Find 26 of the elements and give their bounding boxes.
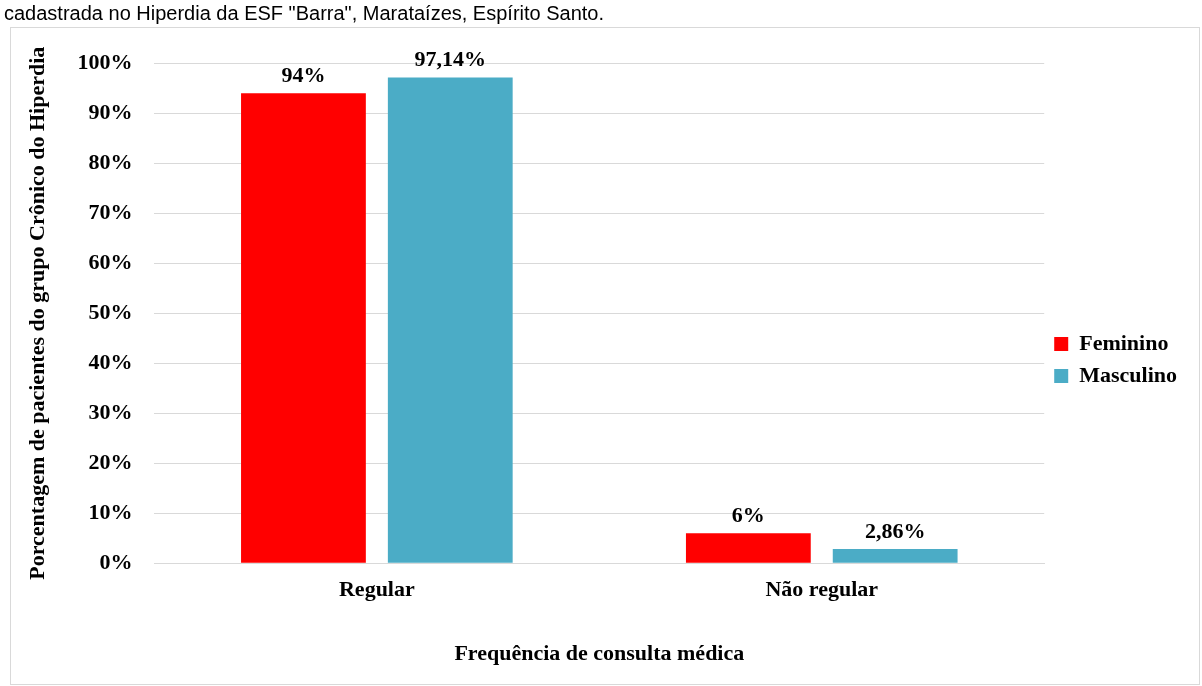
y-tick-label: 70% [88, 198, 133, 224]
legend-label: Masculino [1079, 361, 1178, 387]
data-label: 94% [281, 61, 326, 87]
bar [832, 548, 958, 563]
y-tick-label: 90% [88, 98, 133, 124]
data-label: 97,14% [414, 46, 487, 72]
y-tick-label: 10% [88, 498, 133, 524]
y-tick-label: 80% [88, 148, 133, 174]
bar [241, 93, 366, 563]
chart-title: cadastrada no Hiperdia da ESF "Barra", Marataízes, Espírito Santo. [4, 1, 605, 25]
y-tick-label: 60% [88, 248, 133, 274]
x-tick-label: Não regular [765, 576, 879, 602]
y-tick-label: 50% [88, 298, 133, 324]
y-tick-label: 100% [77, 48, 133, 74]
y-tick-label: 0% [99, 548, 133, 574]
y-tick-label: 30% [88, 398, 133, 424]
bar [387, 77, 513, 563]
legend-label: Feminino [1079, 329, 1169, 355]
x-axis-title: Frequência de consulta médica [454, 640, 745, 666]
y-tick-label: 20% [88, 448, 133, 474]
y-axis-title: Porcentagem de pacientes do grupo Crônico do Hiperdia [23, 46, 49, 580]
y-tick-label: 40% [88, 348, 133, 374]
bar [685, 533, 811, 563]
data-label: 6% [731, 501, 765, 527]
x-tick-label: Regular [338, 576, 415, 602]
data-label: 2,86% [864, 517, 926, 543]
